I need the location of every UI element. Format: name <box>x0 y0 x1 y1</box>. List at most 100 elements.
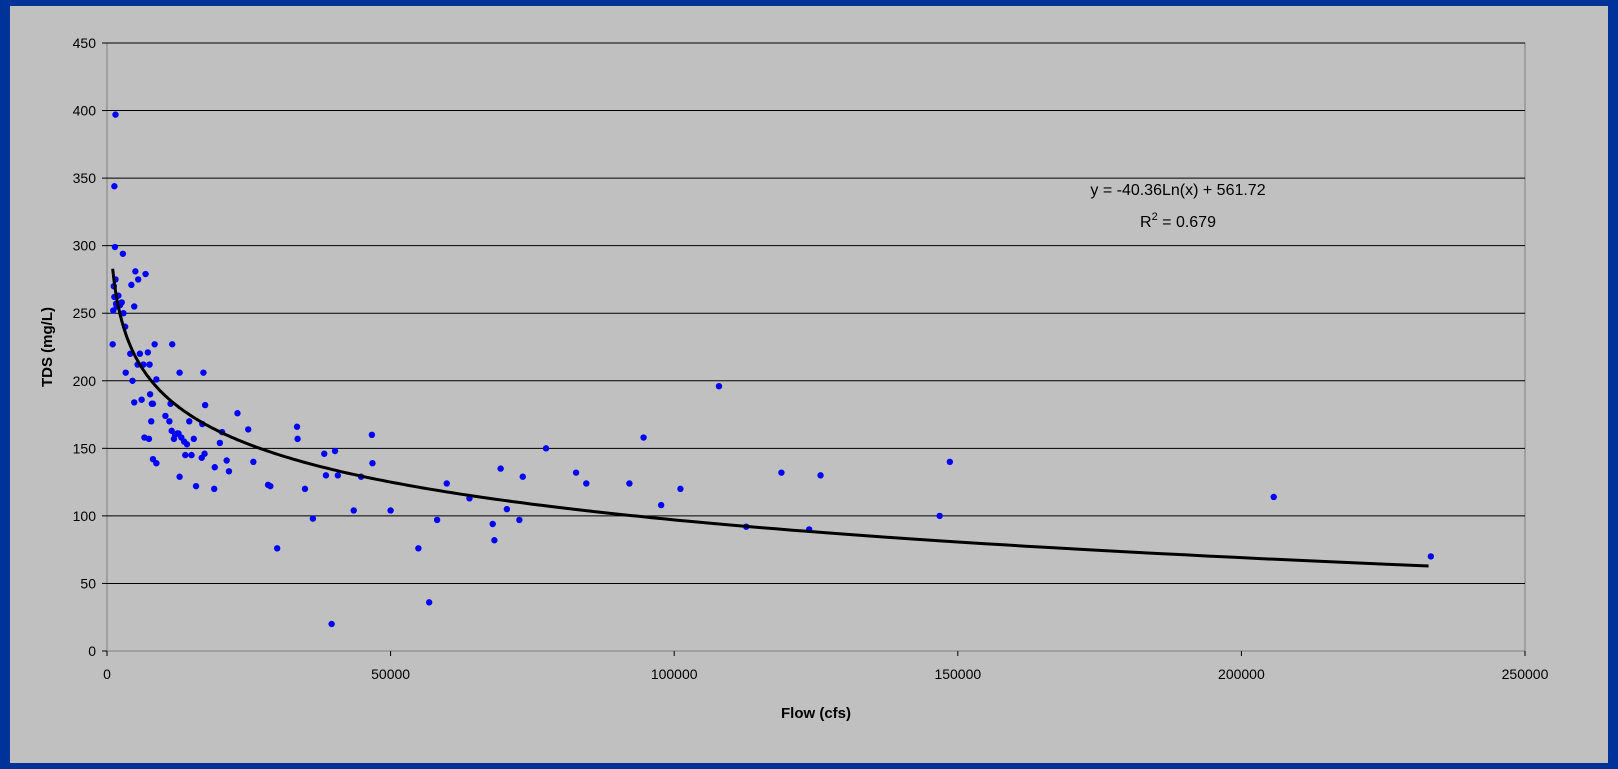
data-point <box>293 423 301 430</box>
data-point <box>176 369 183 376</box>
data-point <box>109 341 116 348</box>
y-tick-label: 200 <box>73 373 97 389</box>
x-tick-label: 200000 <box>1218 666 1265 682</box>
data-point <box>201 401 209 409</box>
data-point <box>817 472 824 479</box>
data-point <box>175 430 182 437</box>
y-tick-label: 50 <box>80 575 96 591</box>
data-point <box>334 472 342 479</box>
x-axis-title: Flow (cfs) <box>781 705 851 722</box>
data-point <box>162 412 169 420</box>
data-point <box>267 482 274 490</box>
data-point <box>387 507 394 514</box>
data-point <box>234 410 241 417</box>
data-point <box>170 435 178 443</box>
data-point <box>368 431 376 439</box>
data-point <box>322 472 330 479</box>
data-point <box>146 391 154 398</box>
data-point <box>657 501 665 509</box>
data-point <box>309 515 317 522</box>
data-point <box>301 485 309 493</box>
data-point <box>778 469 785 476</box>
data-point <box>132 268 139 275</box>
trendline-equation: y = -40.36Ln(x) + 561.72 <box>1090 182 1265 199</box>
data-point <box>433 516 441 524</box>
data-point <box>188 451 195 459</box>
data-point <box>516 516 523 524</box>
data-point <box>321 450 328 457</box>
data-point <box>111 243 119 251</box>
data-point <box>715 382 723 390</box>
r-squared-label: R2 = 0.679 <box>1140 211 1216 231</box>
data-point <box>142 270 149 278</box>
data-point <box>443 480 450 487</box>
y-tick-label: 350 <box>73 170 97 186</box>
y-tick-label: 400 <box>73 103 97 119</box>
data-point <box>583 480 590 487</box>
data-point <box>415 545 422 552</box>
data-point <box>118 299 125 306</box>
y-tick-label: 0 <box>88 643 96 659</box>
data-point <box>225 468 233 475</box>
data-point <box>946 458 954 466</box>
x-tick-label: 100000 <box>651 666 698 682</box>
x-tick-label: 50000 <box>371 666 410 682</box>
data-point <box>192 482 200 490</box>
y-tick-label: 450 <box>73 35 97 51</box>
data-point <box>216 439 224 447</box>
y-axis-ticks: 0 50 100 150 200 250 300 350 400 450 <box>73 35 107 659</box>
data-point <box>122 369 129 376</box>
r-squared-value: = 0.679 <box>1158 214 1216 231</box>
data-point <box>136 350 144 357</box>
data-point <box>169 341 176 348</box>
data-point <box>131 303 138 310</box>
data-point <box>146 361 153 368</box>
data-point <box>144 349 152 356</box>
data-point <box>166 418 173 425</box>
x-tick-label: 250000 <box>1502 666 1549 682</box>
data-point <box>572 469 580 476</box>
y-tick-label: 300 <box>73 238 97 254</box>
data-point <box>328 620 335 628</box>
data-point <box>626 480 633 487</box>
data-point <box>936 512 943 520</box>
data-point <box>183 441 191 448</box>
data-point <box>503 505 511 513</box>
data-point <box>497 465 504 472</box>
data-point <box>148 418 155 425</box>
data-point <box>519 473 526 480</box>
y-tick-label: 250 <box>73 305 97 321</box>
data-point <box>190 435 197 443</box>
data-point <box>331 447 339 455</box>
data-point <box>350 507 357 514</box>
data-point <box>425 599 433 606</box>
data-point <box>176 473 183 480</box>
data-point <box>489 520 496 528</box>
data-point <box>250 458 257 466</box>
data-point <box>186 418 193 425</box>
chart-frame: 0 50 100 150 200 250 300 350 400 450 0 50000 100000… <box>10 6 1608 763</box>
data-point <box>223 457 230 464</box>
data-point <box>131 399 138 406</box>
data-point <box>200 369 207 376</box>
data-point <box>110 307 117 314</box>
r-squared-exponent: 2 <box>1152 211 1158 223</box>
data-point <box>111 183 118 190</box>
data-points <box>109 111 1435 628</box>
y-tick-label: 100 <box>73 508 97 524</box>
data-point <box>153 459 160 467</box>
data-point <box>129 377 136 384</box>
x-axis-ticks: 0 50000 100000 150000 200000 250000 <box>103 651 1549 682</box>
data-point <box>211 464 218 471</box>
y-axis-title: TDS (mg/L) <box>39 307 56 387</box>
data-point <box>128 281 135 289</box>
data-point <box>198 454 205 461</box>
data-point <box>119 250 127 257</box>
trendline <box>111 268 1429 568</box>
x-tick-label: 150000 <box>934 666 981 682</box>
data-point <box>1270 493 1277 501</box>
data-point <box>112 111 119 118</box>
data-point <box>120 310 127 317</box>
data-point <box>245 426 252 433</box>
plot-area <box>106 42 1526 652</box>
